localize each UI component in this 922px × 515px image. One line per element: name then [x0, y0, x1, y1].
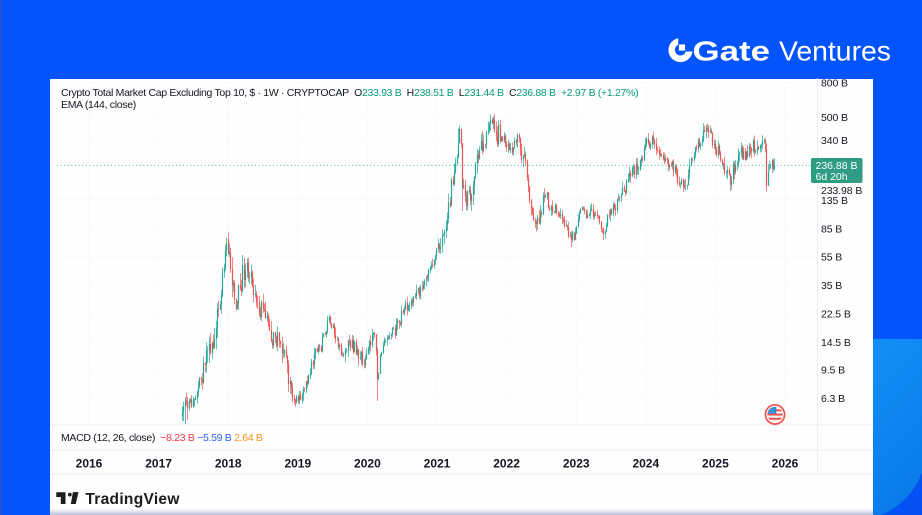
svg-text:2020: 2020 [354, 457, 381, 471]
svg-text:55 B: 55 B [821, 252, 842, 264]
svg-text:85 B: 85 B [821, 223, 842, 235]
svg-text:340 B: 340 B [821, 135, 848, 147]
svg-text:236.88 B: 236.88 B [816, 160, 858, 172]
svg-text:2021: 2021 [424, 457, 451, 471]
svg-text:2024: 2024 [632, 457, 659, 471]
svg-text:35 B: 35 B [821, 280, 842, 292]
svg-text:2017: 2017 [145, 457, 172, 471]
svg-text:2023: 2023 [563, 457, 590, 471]
svg-text:2018: 2018 [215, 457, 242, 471]
svg-text:500 B: 500 B [821, 112, 848, 124]
svg-text:2026: 2026 [772, 457, 799, 471]
svg-text:2019: 2019 [284, 457, 311, 471]
svg-text:2022: 2022 [493, 457, 520, 471]
svg-text:6d 20h: 6d 20h [816, 171, 848, 183]
svg-text:233.98 B: 233.98 B [821, 185, 862, 197]
svg-text:800 B: 800 B [821, 78, 848, 90]
svg-text:2025: 2025 [702, 457, 729, 471]
svg-text:135 B: 135 B [821, 195, 848, 207]
svg-text:14.5 B: 14.5 B [821, 337, 851, 349]
svg-text:Gate: Gate [693, 36, 771, 67]
svg-text:Ventures: Ventures [779, 36, 891, 67]
svg-text:22.5 B: 22.5 B [821, 309, 851, 321]
svg-text:2016: 2016 [76, 457, 103, 471]
svg-text:9.5 B: 9.5 B [821, 365, 845, 377]
svg-text:TradingView: TradingView [85, 491, 180, 508]
svg-text:6.3 B: 6.3 B [821, 393, 845, 405]
